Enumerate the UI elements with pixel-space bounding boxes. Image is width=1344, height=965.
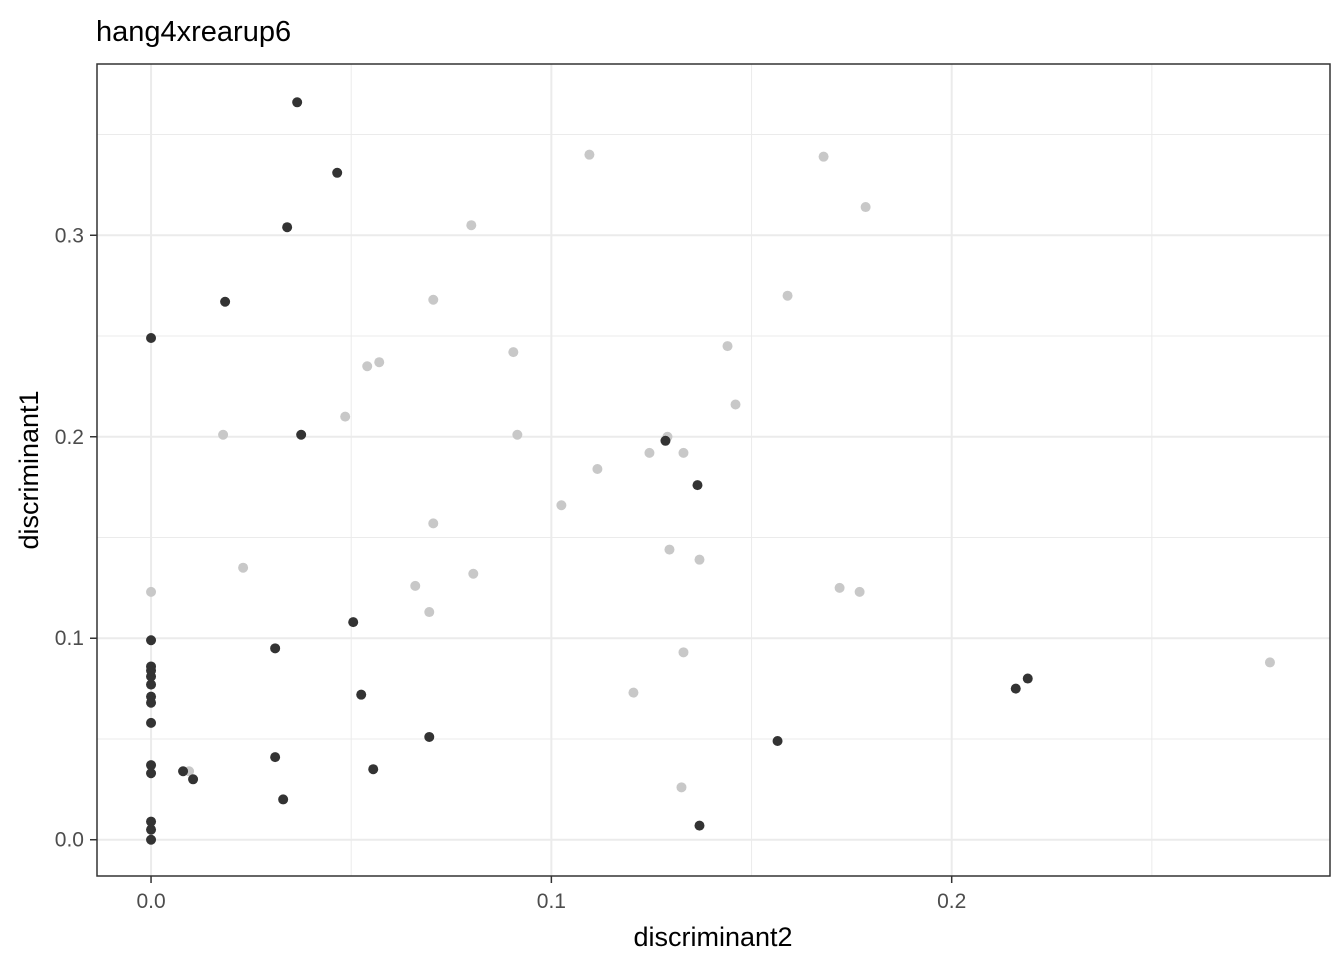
data-point (146, 717, 157, 728)
data-point (692, 480, 703, 491)
chart-title: hang4xrearup6 (96, 16, 291, 48)
data-point (678, 647, 689, 658)
data-point (146, 816, 157, 827)
data-point (146, 635, 157, 646)
data-point (178, 766, 189, 777)
data-point (556, 500, 567, 511)
data-point (410, 580, 421, 591)
data-point (772, 736, 783, 747)
data-point (278, 794, 289, 805)
y-tick-label: 0.1 (55, 627, 84, 650)
data-point (428, 294, 439, 305)
data-point (146, 824, 157, 835)
data-point (424, 607, 435, 618)
grid-lines (97, 64, 1330, 876)
data-point (730, 399, 741, 410)
data-point (146, 661, 157, 672)
data-point (146, 333, 157, 344)
y-axis-label: discriminant1 (14, 390, 44, 549)
data-point (282, 222, 293, 233)
data-point (466, 220, 477, 231)
data-point (356, 689, 367, 700)
data-point (818, 151, 829, 162)
data-point (348, 617, 359, 628)
data-point (374, 357, 385, 368)
data-point (1022, 673, 1033, 684)
data-point (188, 774, 199, 785)
data-point (292, 97, 303, 108)
data-point (270, 643, 281, 654)
x-tick-label: 0.0 (136, 890, 165, 913)
data-point (362, 361, 373, 372)
data-point (340, 411, 351, 422)
data-point (782, 290, 793, 301)
data-point (468, 568, 479, 579)
data-point (146, 586, 157, 597)
data-point (508, 347, 519, 358)
data-point (428, 518, 439, 529)
y-tick-label: 0.2 (55, 426, 84, 449)
data-point (694, 554, 705, 565)
data-point (424, 731, 435, 742)
data-point (678, 447, 689, 458)
data-point (644, 447, 655, 458)
data-point (146, 768, 157, 779)
data-point (860, 202, 871, 213)
data-point (834, 582, 845, 593)
data-point (694, 820, 705, 831)
data-point (220, 296, 231, 307)
data-point (146, 679, 157, 690)
data-point (854, 586, 865, 597)
data-point (146, 691, 157, 702)
data-points (146, 97, 1275, 845)
plot-panel (97, 64, 1330, 876)
data-point (218, 429, 229, 440)
data-point (584, 149, 595, 160)
data-point (664, 544, 675, 555)
plot-border (96, 63, 1331, 877)
y-tick-label: 0.0 (55, 829, 84, 852)
data-point (146, 760, 157, 771)
data-point (368, 764, 379, 775)
data-point (1264, 657, 1275, 668)
data-point (676, 782, 687, 793)
x-tick-label: 0.2 (937, 890, 966, 913)
x-tick-label: 0.1 (537, 890, 566, 913)
data-point (332, 167, 343, 178)
data-point (628, 687, 639, 698)
data-point (296, 429, 307, 440)
data-point (238, 562, 249, 573)
x-axis-label: discriminant2 (633, 922, 792, 952)
data-point (722, 341, 733, 352)
axes: 0.0 0.1 0.2 0.0 0.1 0.2 0.3 (55, 224, 966, 913)
data-point (592, 463, 603, 474)
data-point (512, 429, 523, 440)
data-point (1010, 683, 1021, 694)
data-point (660, 435, 671, 446)
data-point (270, 752, 281, 763)
y-tick-label: 0.3 (55, 224, 84, 247)
data-point (146, 834, 157, 845)
